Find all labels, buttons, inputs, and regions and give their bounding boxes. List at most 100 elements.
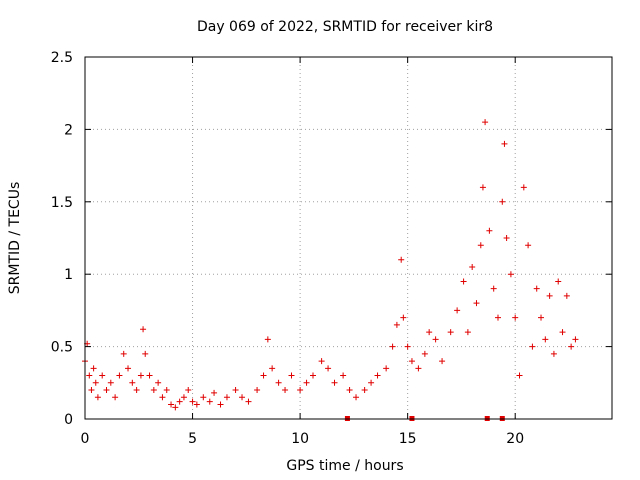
data-point — [217, 401, 224, 408]
data-point — [193, 401, 200, 408]
data-point — [155, 379, 162, 386]
data-point — [92, 379, 99, 386]
x-tick-label: 5 — [188, 431, 197, 447]
data-point — [469, 263, 476, 270]
data-point — [383, 365, 390, 372]
data-point — [103, 387, 110, 394]
data-point — [393, 321, 400, 328]
data-point — [142, 350, 149, 357]
data-point — [159, 394, 166, 401]
data-point — [206, 398, 213, 405]
data-point — [211, 389, 218, 396]
data-point — [88, 387, 95, 394]
data-point — [303, 379, 310, 386]
data-point — [525, 242, 532, 249]
data-point — [94, 394, 101, 401]
data-point — [325, 365, 332, 372]
data-point — [512, 314, 519, 321]
data-point — [507, 271, 514, 278]
data-point — [368, 379, 375, 386]
data-point — [297, 387, 304, 394]
data-point — [223, 394, 230, 401]
data-point — [353, 394, 360, 401]
data-point — [269, 365, 276, 372]
data-point — [533, 285, 540, 292]
data-point — [172, 404, 179, 411]
x-tick-label: 0 — [81, 431, 90, 447]
data-point — [374, 372, 381, 379]
data-point — [501, 140, 508, 147]
data-point — [112, 394, 119, 401]
data-point — [490, 285, 497, 292]
data-point — [137, 372, 144, 379]
data-point — [180, 394, 187, 401]
data-point — [260, 372, 267, 379]
data-point — [415, 365, 422, 372]
x-tick-label: 20 — [506, 431, 524, 447]
data-point — [546, 292, 553, 299]
y-tick-labels: 0 0.5 1 1.5 2 2.5 — [51, 50, 73, 428]
data-point — [432, 336, 439, 343]
data-point — [499, 198, 506, 205]
data-point — [486, 227, 493, 234]
data-point — [568, 343, 575, 350]
data-point — [140, 326, 147, 333]
axis-ticks — [84, 56, 612, 420]
data-point — [310, 372, 317, 379]
data-point — [346, 387, 353, 394]
data-point — [559, 329, 566, 336]
data-point — [477, 242, 484, 249]
y-tick-label: 0.5 — [51, 340, 73, 356]
y-tick-label: 1 — [64, 267, 73, 283]
y-tick-label: 2.5 — [51, 50, 73, 66]
data-points — [82, 119, 579, 411]
data-point — [572, 336, 579, 343]
data-point — [331, 379, 338, 386]
data-point — [168, 401, 175, 408]
data-point — [482, 119, 489, 126]
data-point — [146, 372, 153, 379]
y-tick-label: 2 — [64, 122, 73, 138]
data-point — [389, 343, 396, 350]
x-axis-label: GPS time / hours — [286, 458, 403, 474]
x-tick-label: 10 — [291, 431, 309, 447]
data-point — [542, 336, 549, 343]
data-point — [245, 398, 252, 405]
data-point — [404, 343, 411, 350]
data-point — [120, 350, 127, 357]
data-point — [239, 394, 246, 401]
data-point — [200, 394, 207, 401]
data-point — [116, 372, 123, 379]
data-point — [421, 350, 428, 357]
plot-frame — [84, 56, 613, 420]
data-point — [189, 398, 196, 405]
data-point — [264, 336, 271, 343]
chart-title: Day 069 of 2022, SRMTID for receiver kir… — [197, 19, 493, 35]
data-point — [479, 184, 486, 191]
data-point — [460, 278, 467, 285]
data-point — [555, 278, 562, 285]
y-tick-label: 0 — [64, 412, 73, 428]
data-point — [288, 372, 295, 379]
data-point — [150, 387, 157, 394]
data-point — [503, 235, 510, 241]
data-point — [185, 387, 192, 394]
data-point — [439, 358, 446, 365]
data-point — [398, 256, 405, 263]
data-point — [254, 387, 261, 394]
data-point — [447, 329, 454, 336]
data-point — [125, 365, 132, 372]
data-point — [494, 314, 501, 321]
data-point — [318, 358, 325, 365]
data-point — [340, 372, 347, 379]
data-point — [473, 300, 480, 307]
x-tick-labels: 0 5 10 15 20 — [81, 431, 525, 447]
y-tick-label: 1.5 — [51, 195, 73, 211]
data-point — [275, 379, 282, 386]
data-point — [538, 314, 545, 321]
data-point — [529, 343, 536, 350]
data-point — [282, 387, 289, 394]
grid-lines — [85, 57, 612, 419]
data-point — [361, 387, 368, 394]
